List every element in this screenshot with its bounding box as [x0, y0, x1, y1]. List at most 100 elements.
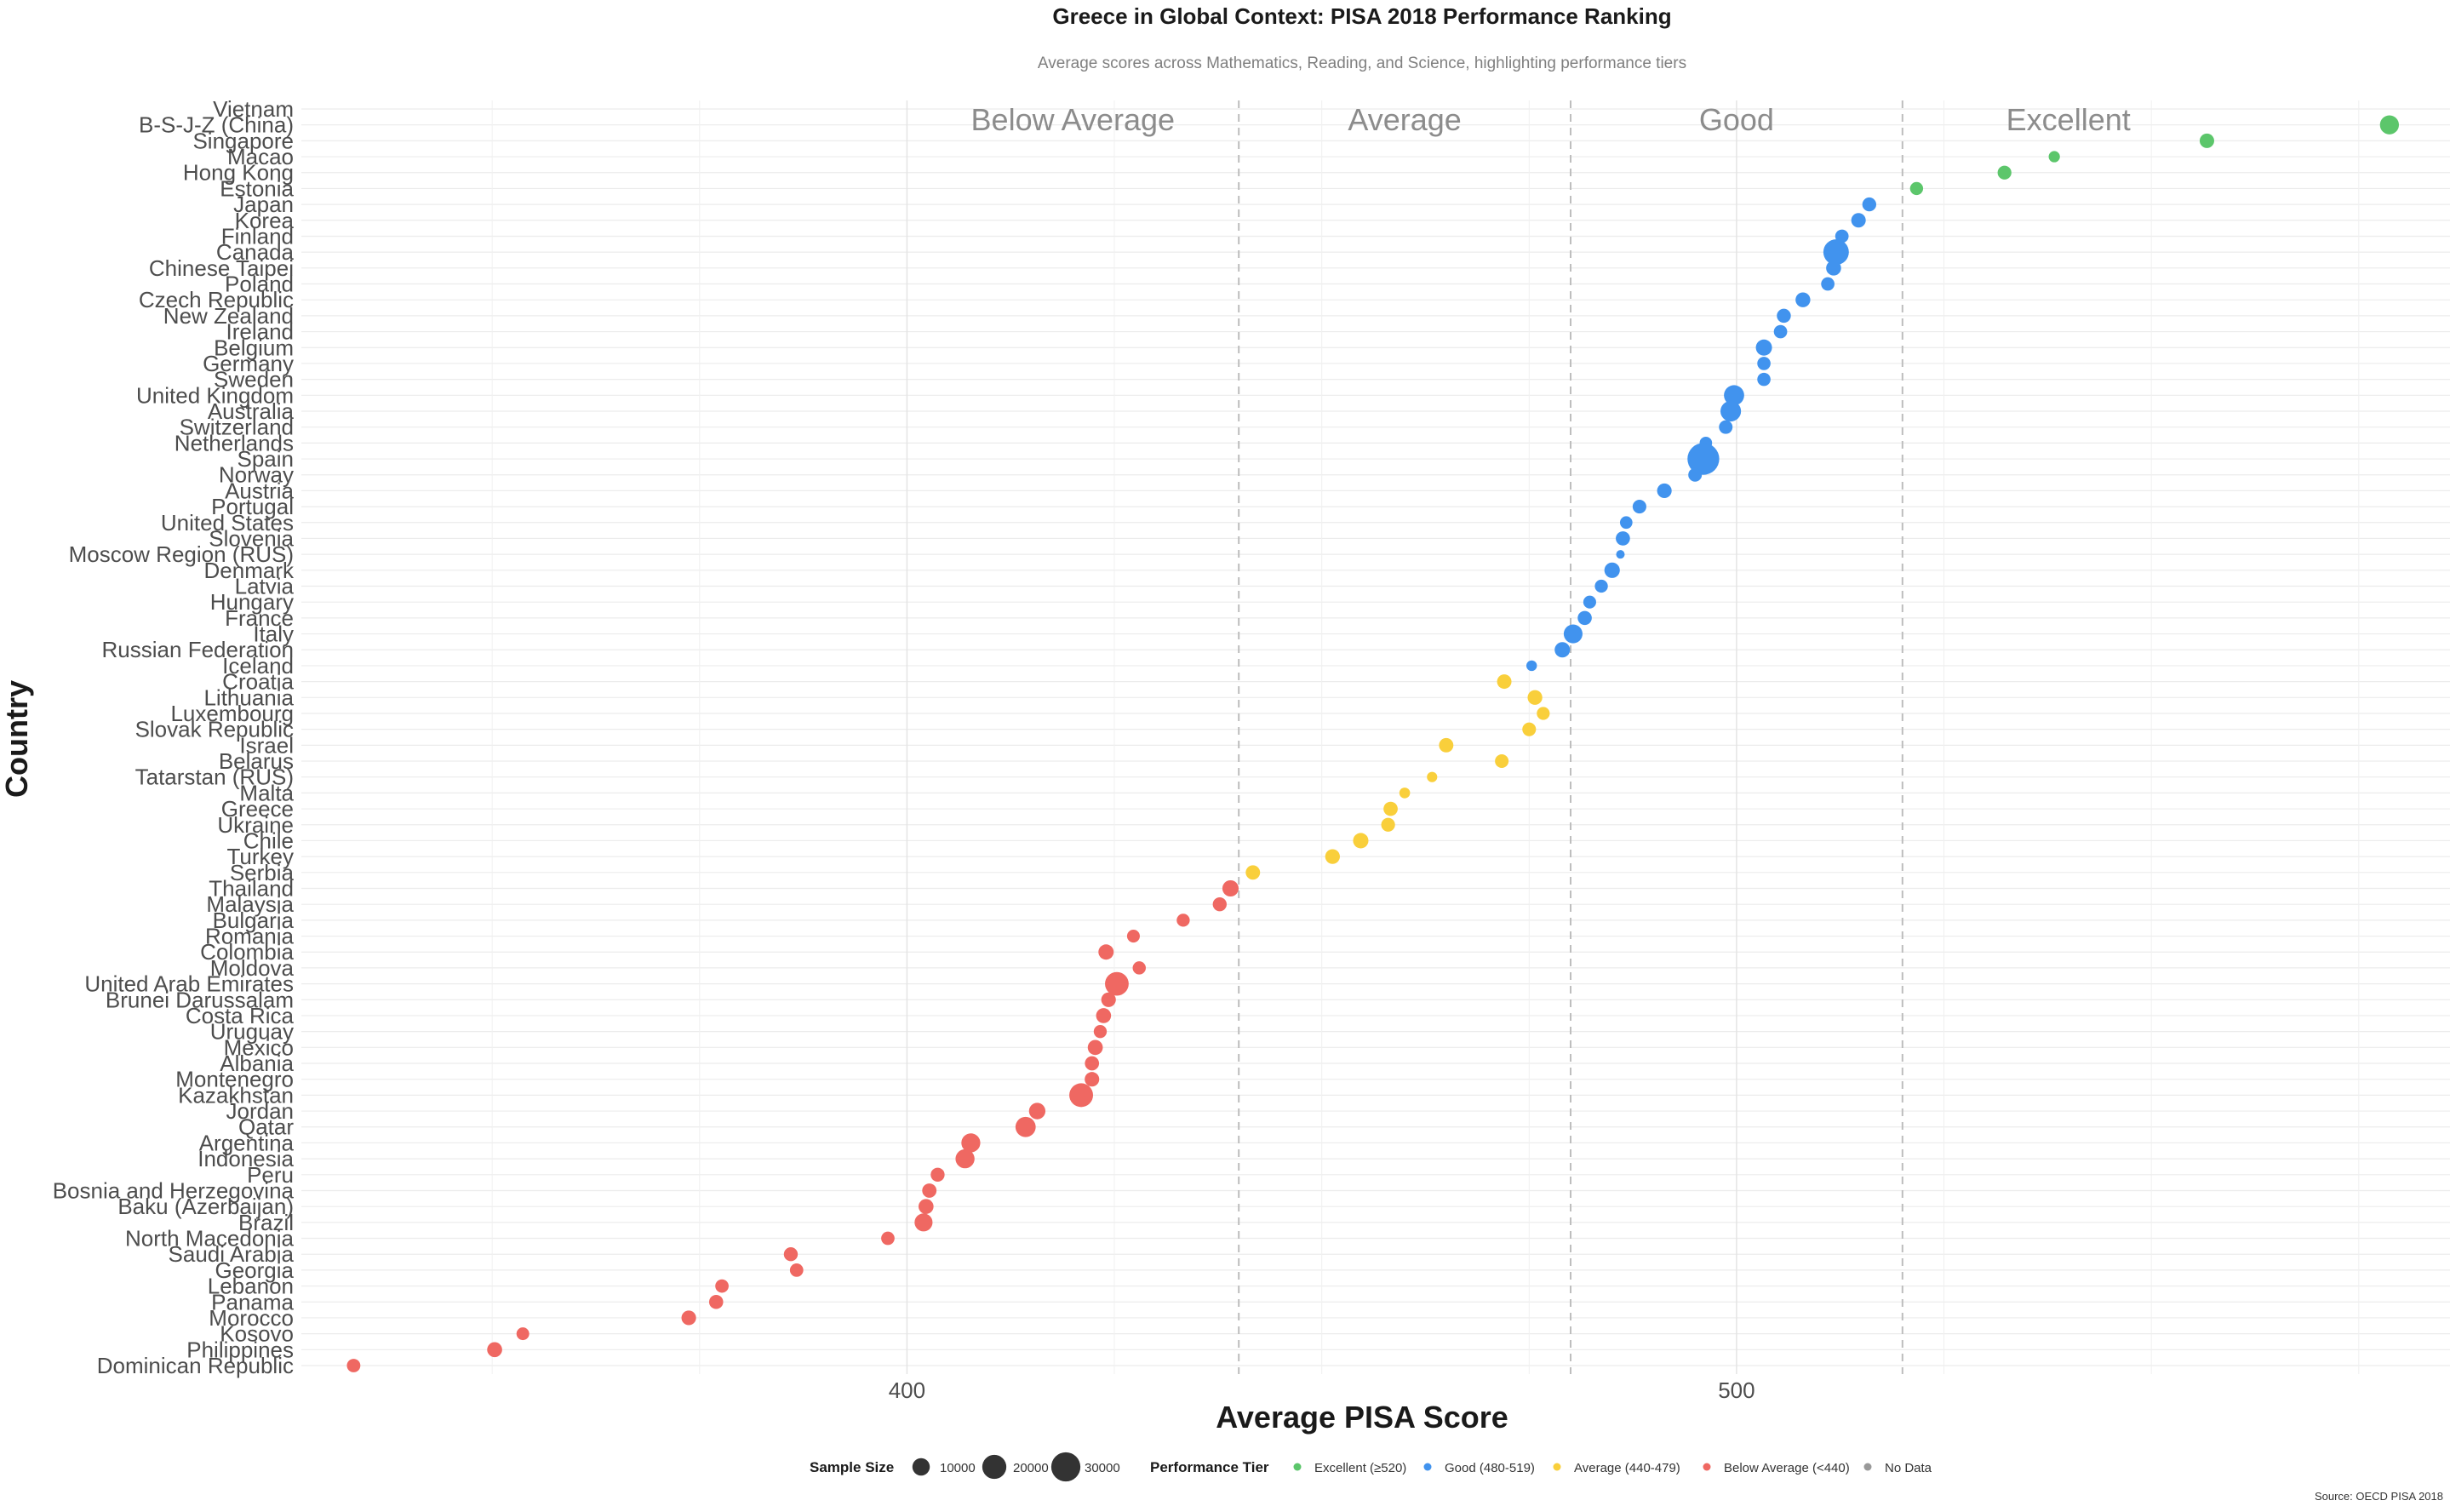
country-label: Malta — [239, 780, 294, 805]
data-point — [1497, 674, 1512, 690]
data-point — [1826, 261, 1841, 276]
data-point — [1427, 771, 1438, 782]
country-label: Brazil — [238, 1210, 294, 1235]
country-label: Tatarstan (RUS) — [135, 765, 294, 790]
legend-size-label: 30000 — [1085, 1461, 1120, 1475]
country-label: United States — [161, 510, 294, 536]
country-label: Moldova — [210, 955, 295, 981]
country-label: Mexico — [224, 1034, 294, 1060]
legend-size-label: 20000 — [1013, 1461, 1049, 1475]
country-label: Brunei Darussalam — [106, 987, 294, 1012]
data-point — [1353, 833, 1369, 849]
data-point — [1015, 1116, 1036, 1137]
data-point — [1085, 1056, 1100, 1071]
country-label: Japan — [233, 192, 294, 217]
data-point — [346, 1359, 361, 1372]
country-label: Montenegro — [175, 1067, 294, 1092]
country-label: Jordan — [226, 1098, 295, 1124]
country-label: Malaysia — [206, 891, 294, 917]
country-label: B-S-J-Z (China) — [139, 112, 294, 138]
country-label: France — [225, 605, 294, 631]
tier-layer: Below Average Average Good Excellent — [971, 100, 2131, 1374]
country-label: Israel — [239, 732, 294, 758]
data-point — [1688, 467, 1703, 482]
data-point — [715, 1279, 729, 1293]
legend-tier-key — [1553, 1463, 1561, 1471]
legend-tier-label: Average (440-479) — [1574, 1461, 1680, 1475]
country-label: Denmark — [204, 558, 295, 583]
data-point — [681, 1310, 696, 1326]
data-point — [516, 1327, 529, 1341]
country-label: Moscow Region (RUS) — [69, 541, 294, 567]
x-axis-ticks: 400 500 — [889, 1377, 1755, 1403]
data-point — [1755, 339, 1772, 356]
data-point — [1583, 595, 1596, 609]
country-label: Ukraine — [217, 812, 294, 838]
country-label: Ireland — [226, 319, 295, 345]
data-point — [2199, 133, 2214, 148]
country-label: Russian Federation — [102, 637, 294, 662]
country-label: New Zealand — [163, 303, 294, 329]
data-point — [1399, 788, 1411, 799]
country-label: Albania — [220, 1051, 294, 1076]
country-label: Uruguay — [210, 1019, 294, 1045]
country-label: Estonia — [220, 175, 294, 201]
country-label: Sweden — [214, 367, 294, 392]
legend-size-key — [1050, 1452, 1081, 1482]
country-label: Morocco — [209, 1305, 294, 1331]
x-tick-label: 400 — [889, 1377, 925, 1403]
data-point — [1527, 690, 1543, 705]
data-point — [1823, 239, 1849, 266]
data-point — [1522, 722, 1537, 736]
country-label: Korea — [235, 208, 295, 233]
data-point — [789, 1263, 804, 1277]
country-label: Belarus — [219, 748, 294, 774]
country-label: Chinese Taipei — [149, 255, 294, 281]
data-point — [930, 1167, 945, 1182]
country-label: Romania — [205, 924, 295, 949]
data-point — [1720, 400, 1742, 422]
country-label: Colombia — [200, 939, 294, 965]
country-label: Poland — [225, 272, 294, 297]
legend-tier-key — [1293, 1463, 1302, 1471]
legend-tier-key — [1703, 1463, 1711, 1471]
data-point — [1069, 1083, 1094, 1108]
data-point — [881, 1231, 895, 1246]
data-point — [1687, 443, 1720, 475]
chart-title: Greece in Global Context: PISA 2018 Perf… — [1052, 3, 1671, 29]
data-point — [1212, 897, 1227, 912]
country-label: Kosovo — [220, 1321, 294, 1347]
data-point — [1537, 707, 1550, 720]
data-point — [1098, 944, 1114, 960]
tier-label: Excellent — [2006, 102, 2131, 137]
data-point — [1616, 531, 1630, 546]
country-label: Luxembourg — [170, 701, 294, 726]
data-point — [922, 1183, 937, 1198]
country-label: Germany — [203, 351, 294, 376]
country-label: Slovak Republic — [135, 717, 294, 742]
country-label: United Arab Emirates — [84, 971, 294, 997]
data-point — [1997, 165, 2012, 180]
country-label: Czech Republic — [139, 287, 294, 312]
data-point — [1632, 500, 1646, 514]
legend-tier-key — [1863, 1463, 1872, 1471]
legend-tier-title: Performance Tier — [1150, 1459, 1269, 1475]
chart-subtitle: Average scores across Mathematics, Readi… — [1038, 54, 1686, 72]
data-point — [1773, 324, 1788, 339]
data-point — [1577, 610, 1592, 626]
data-point — [1101, 992, 1116, 1007]
data-point — [1554, 642, 1571, 658]
country-label: Baku (Azerbaijan) — [117, 1194, 294, 1219]
data-point — [1757, 357, 1771, 370]
data-point — [783, 1247, 799, 1262]
country-label: Serbia — [230, 860, 295, 885]
data-point — [955, 1148, 975, 1169]
country-label: Turkey — [227, 844, 295, 869]
country-label: Dominican Republic — [97, 1353, 294, 1378]
data-point — [708, 1294, 724, 1309]
legend: Sample Size 10000 20000 30000 Performance Ti… — [810, 1452, 1932, 1482]
tier-label: Average — [1348, 102, 1461, 137]
data-point — [1085, 1072, 1100, 1087]
